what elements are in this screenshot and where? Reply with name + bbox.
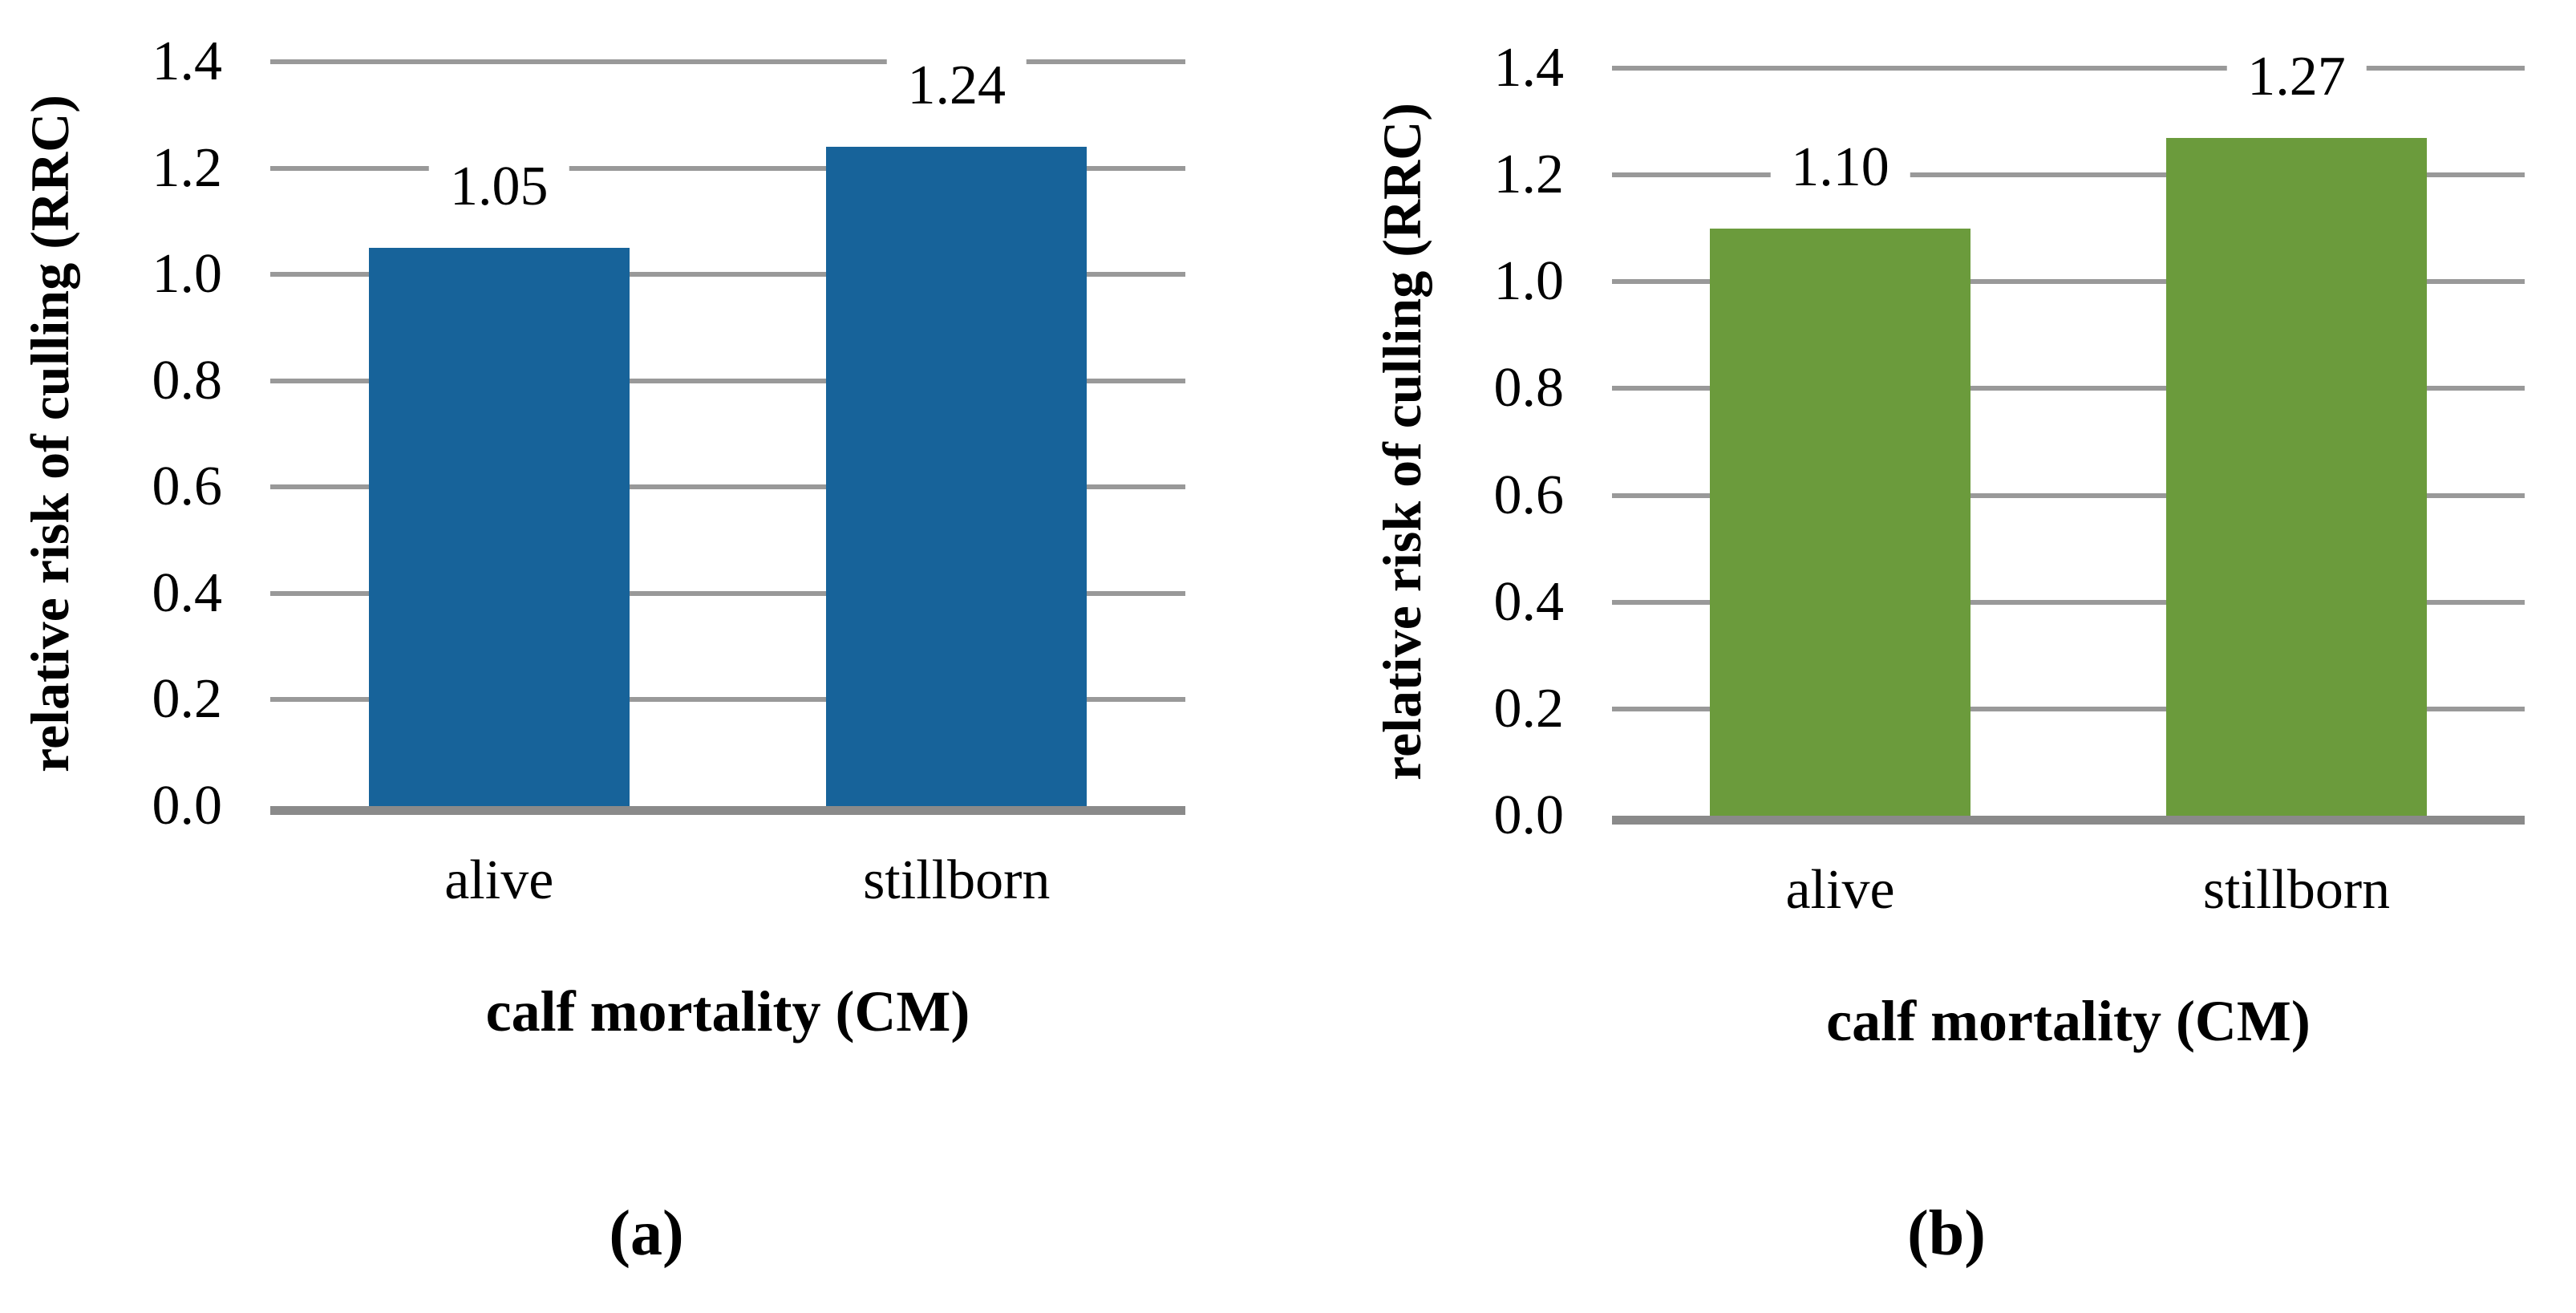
y-tick-label: 1.4	[1493, 37, 1565, 99]
value-label-stillborn: 1.27	[2226, 43, 2367, 109]
plot-area: calf mortality (CM) 0.0 0.2 0.4 0.6 0.8 1.0 1.…	[152, 34, 1185, 1040]
category-label-alive: alive	[1785, 859, 1895, 921]
gridline	[270, 484, 1185, 490]
y-tick-label: 0.2	[152, 668, 223, 731]
y-axis-title: relative risk of culling (RRC)	[1371, 103, 1432, 781]
panel-b: relative risk of culling (RRC) calf mort…	[1317, 0, 2576, 1313]
panel-a: relative risk of culling (RRC) calf mort…	[19, 34, 1185, 1269]
gridline	[1612, 599, 2525, 605]
y-tick-label: 1.2	[1493, 144, 1565, 206]
bar-alive	[1710, 228, 1970, 816]
y-tick-label: 0.0	[1493, 784, 1565, 846]
gridline	[1612, 66, 2525, 71]
y-tick-label: 0.2	[1493, 677, 1565, 740]
gridline	[270, 59, 1185, 64]
y-tick-label: 0.4	[152, 561, 223, 624]
y-tick-label: 0.6	[152, 456, 223, 518]
category-label-stillborn: stillborn	[863, 849, 1051, 911]
gridline	[270, 590, 1185, 596]
y-tick-label: 0.8	[152, 349, 223, 411]
value-label-stillborn: 1.24	[886, 53, 1027, 119]
gridline	[270, 272, 1185, 278]
y-tick-label: 1.0	[1493, 250, 1565, 313]
y-tick-label: 1.0	[152, 243, 223, 306]
y-axis-title: relative risk of culling (RRC)	[19, 95, 80, 773]
value-label-alive: 1.05	[429, 154, 569, 219]
gridline	[270, 165, 1185, 171]
x-axis-title: calf mortality (CM)	[485, 979, 970, 1044]
gridline	[270, 378, 1185, 383]
bar-stillborn	[826, 147, 1088, 806]
category-label-alive: alive	[444, 849, 554, 911]
gridline	[1612, 279, 2525, 285]
y-tick-label: 1.2	[152, 136, 223, 199]
x-axis-title: calf mortality (CM)	[1826, 989, 2311, 1053]
x-axis-line	[1612, 816, 2525, 825]
bar-alive	[368, 248, 630, 806]
bar-stillborn	[2166, 137, 2427, 816]
panel-label-a: (a)	[609, 1198, 684, 1269]
x-axis-line	[270, 806, 1185, 815]
category-label-stillborn: stillborn	[2202, 859, 2391, 921]
value-label-alive: 1.10	[1770, 134, 1910, 200]
y-tick-label: 1.4	[152, 30, 223, 92]
y-tick-label: 0.6	[1493, 464, 1565, 526]
y-tick-label: 0.8	[1493, 357, 1565, 419]
gridline	[1612, 172, 2525, 178]
y-tick-label: 0.4	[1493, 570, 1565, 633]
panel-label-b: (b)	[1907, 1198, 1986, 1269]
gridline	[1612, 706, 2525, 711]
y-tick-label: 0.0	[152, 775, 223, 837]
gridline	[1612, 386, 2525, 391]
gridline	[1612, 492, 2525, 498]
plot-area: calf mortality (CM) 0.0 0.2 0.4 0.6 0.8 1.0 1.…	[1494, 40, 2525, 1050]
gridline	[270, 697, 1185, 703]
